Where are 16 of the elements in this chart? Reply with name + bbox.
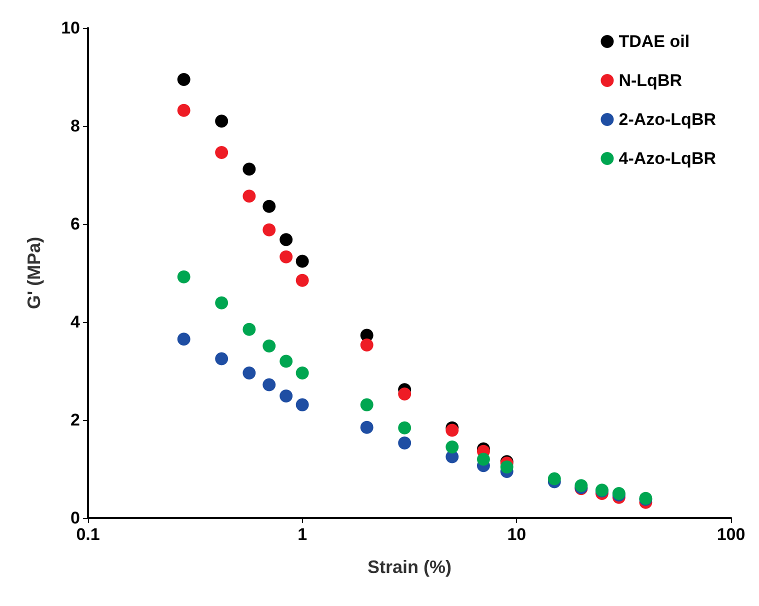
legend-label: 4-Azo-LqBR [618, 149, 716, 168]
x-tick-label: 1 [298, 525, 308, 544]
legend-label: 2-Azo-LqBR [618, 110, 716, 129]
legend-label: N-LqBR [618, 71, 682, 90]
y-tick-label: 6 [70, 214, 80, 234]
legend-label: TDAE oil [618, 32, 690, 51]
y-tick-label: 0 [70, 508, 80, 528]
y-tick-label: 2 [70, 410, 80, 430]
y-axis-title: G' (MPa) [24, 236, 44, 310]
y-tick-label: 4 [70, 312, 81, 332]
x-axis-title: Strain (%) [367, 557, 452, 577]
x-tick-label: 100 [716, 525, 746, 544]
x-tick-label: 0.1 [76, 525, 100, 544]
x-tick-label: 10 [507, 525, 526, 544]
y-tick-label: 8 [70, 116, 80, 136]
y-tick-label: 10 [61, 18, 80, 38]
